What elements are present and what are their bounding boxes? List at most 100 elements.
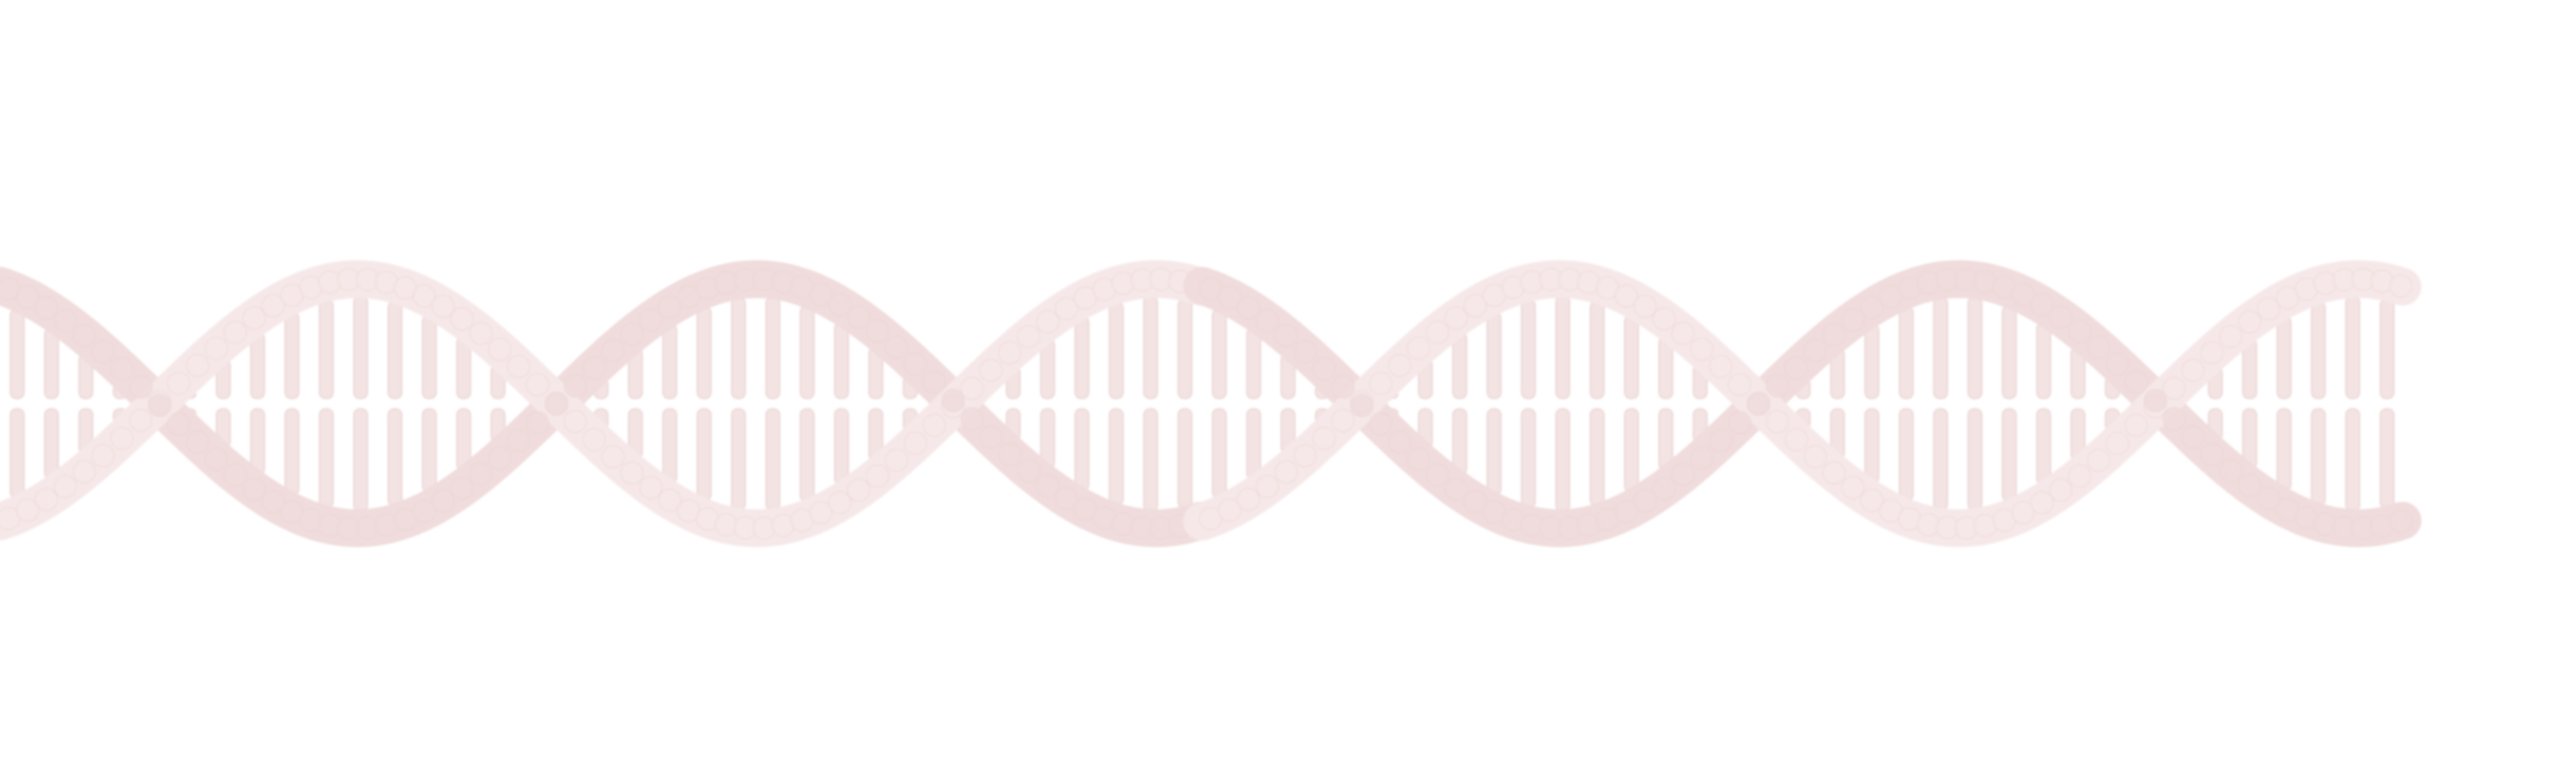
base-pair <box>1624 314 1639 399</box>
base-pair <box>353 295 368 399</box>
strand-bead <box>1331 408 1355 432</box>
base-pair <box>387 301 403 399</box>
strand-bead <box>450 477 474 501</box>
strand-bead <box>1274 324 1298 348</box>
strand-bead <box>1293 339 1317 363</box>
strand-bead <box>1255 474 1279 498</box>
base-pair <box>1074 408 1090 492</box>
strand-bead <box>2219 325 2243 349</box>
base-pair <box>44 327 59 399</box>
strand-bead <box>1463 490 1487 514</box>
strand-bead <box>53 309 77 333</box>
strand-bead <box>2049 305 2073 329</box>
base-pair <box>2311 408 2326 506</box>
base-pair <box>834 408 849 485</box>
base-pair <box>2002 408 2017 502</box>
base-pair <box>1212 408 1227 499</box>
strand-bead <box>204 447 228 471</box>
base-pair <box>2036 322 2051 399</box>
helix-tile <box>1183 259 2421 548</box>
strand-bead <box>2162 407 2186 431</box>
strand-bead <box>1614 499 1638 523</box>
strand-bead <box>1425 320 1449 344</box>
strand-bead <box>223 320 247 344</box>
strand-bead <box>2030 490 2054 514</box>
strand-bead <box>2087 335 2111 359</box>
strand-bead <box>2238 473 2262 497</box>
base-pair <box>422 408 437 493</box>
base-pair <box>1899 408 1914 502</box>
strand-bead <box>507 355 531 379</box>
strand-bead <box>1388 430 1412 454</box>
strand-bead <box>582 356 606 380</box>
strand-bead <box>2030 293 2054 317</box>
strand-bead <box>1054 486 1078 510</box>
base-pair <box>9 308 25 399</box>
strand-bead <box>639 307 663 332</box>
strand-bead <box>1671 321 1695 345</box>
strand-bead <box>1425 463 1449 487</box>
strand-bead <box>847 305 871 329</box>
base-pair <box>1109 301 1124 399</box>
strand-bead <box>1690 338 1714 362</box>
strand-bead <box>2124 413 2148 437</box>
base-pair <box>2276 315 2292 399</box>
strand-bead <box>903 352 927 376</box>
strand-bead <box>2200 442 2224 466</box>
strand-bead <box>469 462 493 486</box>
strand-bead <box>242 306 266 330</box>
strand-bead <box>979 358 1003 382</box>
strand-bead <box>866 464 890 488</box>
base-pair <box>1933 296 1948 399</box>
strand-bead <box>1860 488 1884 512</box>
strand-bead <box>1784 356 1808 380</box>
strand-bead <box>1822 322 1846 346</box>
base-pair <box>1143 408 1158 512</box>
base-pair <box>319 408 334 508</box>
base-pair <box>696 408 712 502</box>
strand-bead <box>1728 411 1752 435</box>
strand-bead <box>2143 388 2167 412</box>
strand-bead <box>1633 295 1657 319</box>
strand-bead <box>1614 284 1638 308</box>
base-pair <box>1624 408 1639 493</box>
strand-bead <box>148 393 172 417</box>
strand-bead <box>866 320 890 344</box>
strand-bead <box>1312 426 1336 450</box>
base-pair <box>284 408 300 496</box>
base-pair <box>1967 296 1983 399</box>
base-pair <box>1864 408 1880 484</box>
strand-bead <box>544 393 568 417</box>
strand-bead <box>1841 476 1865 500</box>
strand-bead <box>1652 477 1676 501</box>
strand-bead <box>110 426 134 450</box>
strand-bead <box>2011 283 2035 307</box>
base-pair <box>1109 408 1124 506</box>
strand-bead <box>91 444 115 468</box>
strand-bead <box>1312 357 1336 381</box>
base-pair <box>834 322 849 399</box>
strand-bead <box>998 341 1022 365</box>
strand-bead <box>1054 297 1078 321</box>
base-pair <box>9 408 25 499</box>
strand-bead <box>1747 393 1771 417</box>
helix-tile <box>0 259 1219 548</box>
helix-front-strand <box>0 260 1219 548</box>
base-pair <box>696 306 712 399</box>
strand-bead <box>261 294 285 318</box>
strand-bead <box>2011 501 2035 525</box>
strand-bead <box>582 428 606 452</box>
strand-bead <box>563 410 587 434</box>
strand-bead <box>1406 447 1431 471</box>
strand-bead <box>1218 285 1242 309</box>
base-pair <box>1486 311 1502 399</box>
base-pair <box>353 408 368 512</box>
strand-bead <box>15 498 39 522</box>
strand-bead <box>526 411 550 435</box>
strand-bead <box>903 431 927 455</box>
base-pair <box>731 408 746 511</box>
strand-bead <box>1236 296 1261 320</box>
strand-bead <box>167 371 191 395</box>
strand-bead <box>828 293 852 317</box>
strand-bead <box>1388 353 1412 377</box>
